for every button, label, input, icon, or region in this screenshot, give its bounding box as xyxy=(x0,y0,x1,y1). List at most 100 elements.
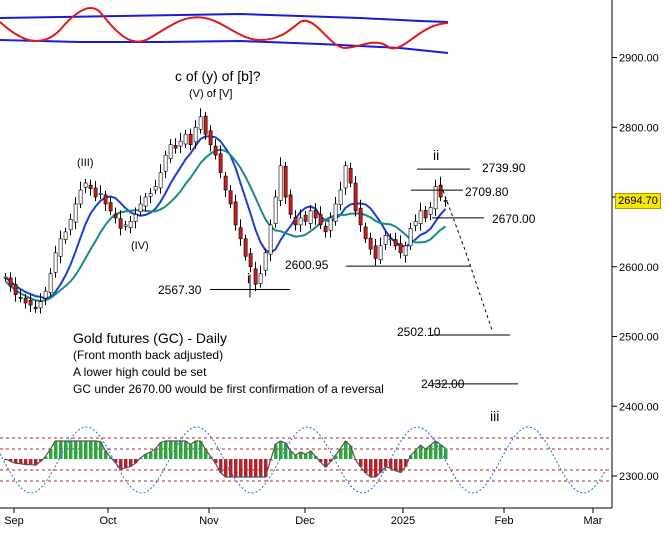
oscillator-bar xyxy=(129,459,133,467)
oscillator-bar xyxy=(304,454,308,459)
x-tick-label: Feb xyxy=(495,515,514,527)
candle-body xyxy=(173,145,178,149)
candle-body xyxy=(373,245,378,259)
candle-body xyxy=(83,182,88,188)
oscillator-bar xyxy=(14,459,18,464)
y-tick-label: 2300.00 xyxy=(619,471,659,483)
oscillator-bar xyxy=(309,450,313,459)
oscillator-bar xyxy=(344,441,348,459)
candle-body xyxy=(108,202,113,212)
oscillator-bar xyxy=(414,450,418,459)
oscillator-bar xyxy=(199,441,203,459)
oscillator-bar xyxy=(429,445,433,459)
x-tick-label: Mar xyxy=(584,515,603,527)
candle-body xyxy=(73,203,78,223)
cycle-sine-wave xyxy=(0,426,607,494)
oscillator-bar xyxy=(274,444,278,459)
chart-note-1: A lower high could be set xyxy=(73,365,207,379)
oscillator-bar xyxy=(404,459,408,467)
candle-body xyxy=(53,252,58,273)
candle-body xyxy=(398,243,403,254)
wave-label-ii: ii xyxy=(433,147,440,163)
candle-body xyxy=(328,217,333,231)
candle-body xyxy=(28,299,33,306)
candle-body xyxy=(428,207,433,215)
level-label-2739: 2739.90 xyxy=(482,161,526,175)
oscillator-bar xyxy=(329,459,333,462)
oscillator-bar xyxy=(214,459,218,464)
oscillator-bar xyxy=(54,441,58,459)
wave-label-iii: (III) xyxy=(77,157,94,169)
candle-body xyxy=(68,219,73,231)
oscillator-bar xyxy=(339,448,343,459)
candle-body xyxy=(13,283,18,295)
candle-body xyxy=(343,165,348,189)
oscillator-bar xyxy=(24,459,28,465)
oscillator-bar xyxy=(299,452,303,459)
ma-fast-line xyxy=(4,135,447,300)
candle-body xyxy=(88,184,93,189)
oscillator-bar xyxy=(369,459,373,477)
candle-body xyxy=(213,145,218,156)
oscillator-bar xyxy=(394,459,398,471)
projection-path xyxy=(440,184,493,331)
candle-body xyxy=(323,225,328,233)
oscillator-bar xyxy=(264,459,268,477)
candle-body xyxy=(268,224,273,255)
candle-body xyxy=(38,301,43,309)
candle-body xyxy=(18,297,23,299)
oscillator-bar xyxy=(379,459,383,473)
oscillator-bar xyxy=(219,459,223,473)
candle-body xyxy=(48,273,53,293)
candle-body xyxy=(413,221,418,226)
oscillator-bar xyxy=(424,449,428,459)
candle-body xyxy=(303,214,308,222)
oscillator-bar xyxy=(319,459,323,463)
candle-body xyxy=(98,193,103,195)
candle-body xyxy=(388,238,393,241)
oscillator-bar xyxy=(399,459,403,473)
oscillator-bar xyxy=(99,441,103,459)
y-tick-label: 2400.00 xyxy=(619,401,659,413)
candle-body xyxy=(283,166,288,198)
oscillator-bar xyxy=(224,459,228,477)
oscillator-bar xyxy=(159,442,163,459)
candle-body xyxy=(203,115,208,135)
oscillator-bar xyxy=(74,441,78,459)
oscillator-bar xyxy=(19,459,23,464)
oscillator-bar xyxy=(279,441,283,459)
last-price-badge: 2694.70 xyxy=(615,193,661,209)
price-levels xyxy=(210,168,518,385)
candle-body xyxy=(238,227,243,240)
candle-body xyxy=(233,201,238,226)
oscillator-bar xyxy=(439,444,443,459)
oscillator-bar xyxy=(444,448,448,459)
oscillator-bar xyxy=(179,441,183,459)
x-tick-label: 2025 xyxy=(391,515,415,527)
oscillator-bar xyxy=(169,441,173,459)
candle-body xyxy=(78,189,83,205)
candle-body xyxy=(278,165,283,201)
oscillator-bar xyxy=(419,445,423,459)
candle-body xyxy=(403,245,408,256)
moving-averages xyxy=(4,135,447,303)
candle-body xyxy=(58,238,63,257)
oscillator-bar xyxy=(389,459,393,469)
candle-body xyxy=(338,189,343,205)
candle-body xyxy=(298,217,303,226)
oscillator-bar xyxy=(39,459,43,462)
oscillator-bar xyxy=(334,455,338,459)
oscillator-bar xyxy=(59,441,63,459)
oscillator-bar xyxy=(9,459,13,462)
candle-body xyxy=(358,207,363,226)
candle-body xyxy=(273,196,278,224)
level-label-2600: 2600.95 xyxy=(285,258,329,272)
candle-body xyxy=(153,186,158,191)
oscillator-bar xyxy=(204,449,208,459)
oscillator-bar xyxy=(229,459,233,477)
oscillator-bar xyxy=(314,456,318,459)
candle-body xyxy=(223,175,228,191)
level-label-2670: 2670.00 xyxy=(492,212,536,226)
oscillator-bar xyxy=(359,459,363,467)
